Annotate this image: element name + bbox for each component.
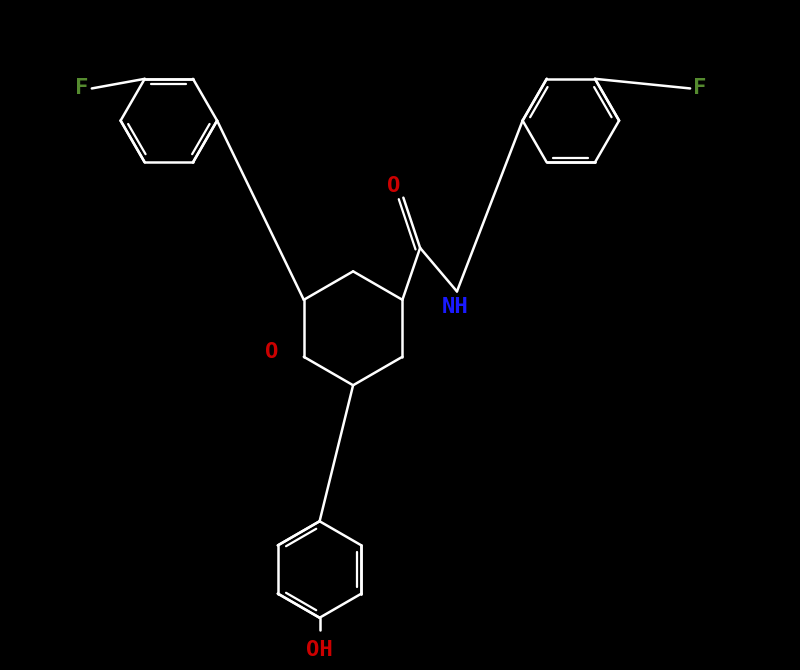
Text: O: O bbox=[265, 342, 278, 362]
Text: O: O bbox=[386, 176, 400, 196]
Text: OH: OH bbox=[306, 640, 333, 660]
Text: F: F bbox=[75, 78, 89, 98]
Text: F: F bbox=[694, 78, 707, 98]
Text: NH: NH bbox=[442, 297, 468, 317]
